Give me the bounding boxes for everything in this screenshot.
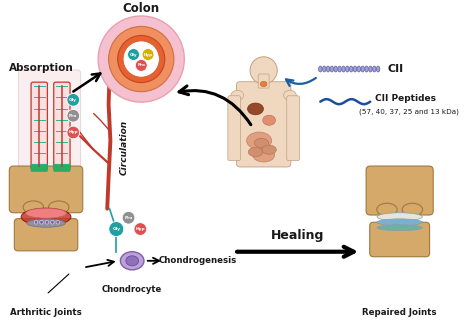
Ellipse shape — [27, 219, 65, 227]
Circle shape — [109, 222, 124, 236]
FancyBboxPatch shape — [287, 96, 300, 161]
Ellipse shape — [330, 66, 334, 72]
Ellipse shape — [253, 148, 274, 162]
Ellipse shape — [231, 90, 244, 100]
Circle shape — [122, 211, 135, 224]
Circle shape — [56, 221, 60, 224]
Circle shape — [250, 57, 277, 84]
Text: CII: CII — [387, 64, 403, 74]
Ellipse shape — [361, 66, 365, 72]
Text: (57, 40, 37, 25 and 13 kDa): (57, 40, 37, 25 and 13 kDa) — [359, 109, 459, 115]
Ellipse shape — [334, 66, 337, 72]
FancyBboxPatch shape — [228, 96, 240, 161]
Ellipse shape — [23, 201, 44, 214]
Circle shape — [123, 41, 159, 77]
Ellipse shape — [248, 148, 263, 157]
Ellipse shape — [338, 66, 341, 72]
Text: Chondrogenesis: Chondrogenesis — [159, 256, 237, 265]
Ellipse shape — [377, 219, 422, 226]
Text: Repaired Joints: Repaired Joints — [363, 307, 437, 317]
FancyBboxPatch shape — [54, 82, 70, 170]
Circle shape — [118, 36, 165, 83]
Text: Hyp: Hyp — [136, 227, 145, 231]
FancyBboxPatch shape — [237, 82, 291, 167]
FancyBboxPatch shape — [31, 164, 47, 172]
Circle shape — [67, 109, 80, 122]
Ellipse shape — [48, 201, 69, 214]
Circle shape — [109, 26, 174, 92]
FancyBboxPatch shape — [370, 222, 429, 257]
FancyBboxPatch shape — [14, 219, 78, 251]
Ellipse shape — [342, 66, 345, 72]
Ellipse shape — [349, 66, 353, 72]
FancyBboxPatch shape — [31, 82, 47, 170]
FancyBboxPatch shape — [258, 74, 269, 88]
Ellipse shape — [357, 66, 361, 72]
Ellipse shape — [126, 256, 138, 266]
Ellipse shape — [365, 66, 368, 72]
Ellipse shape — [346, 66, 349, 72]
Circle shape — [142, 49, 154, 60]
Ellipse shape — [373, 66, 376, 72]
Ellipse shape — [263, 115, 275, 125]
Ellipse shape — [260, 81, 267, 87]
Circle shape — [40, 221, 43, 224]
Ellipse shape — [120, 252, 144, 270]
Text: Gly: Gly — [130, 53, 137, 57]
FancyBboxPatch shape — [9, 166, 83, 213]
Ellipse shape — [353, 66, 357, 72]
Ellipse shape — [319, 66, 322, 72]
Text: Gly: Gly — [69, 98, 77, 102]
Text: Absorption: Absorption — [9, 63, 74, 73]
Text: Healing: Healing — [271, 229, 324, 242]
Ellipse shape — [377, 203, 397, 216]
Circle shape — [51, 221, 54, 224]
Ellipse shape — [326, 66, 330, 72]
Ellipse shape — [247, 103, 264, 115]
FancyBboxPatch shape — [366, 166, 433, 215]
Ellipse shape — [283, 90, 296, 100]
Text: Hyp: Hyp — [68, 130, 78, 134]
Text: Pro: Pro — [69, 114, 77, 118]
Text: Chondrocyte: Chondrocyte — [102, 285, 162, 294]
Circle shape — [67, 126, 80, 139]
Ellipse shape — [322, 66, 326, 72]
FancyBboxPatch shape — [18, 70, 81, 182]
Ellipse shape — [376, 66, 380, 72]
Ellipse shape — [246, 132, 272, 149]
Ellipse shape — [21, 208, 71, 225]
Ellipse shape — [377, 225, 422, 231]
Text: Colon: Colon — [123, 2, 160, 15]
Circle shape — [67, 94, 80, 106]
Text: CII Peptides: CII Peptides — [375, 94, 436, 103]
Ellipse shape — [369, 66, 372, 72]
Text: Gly: Gly — [112, 227, 120, 231]
Text: Pro: Pro — [137, 63, 145, 68]
Circle shape — [45, 221, 49, 224]
Text: Hyp: Hyp — [144, 53, 153, 57]
Ellipse shape — [377, 213, 422, 221]
Ellipse shape — [26, 208, 66, 218]
Ellipse shape — [402, 203, 422, 216]
Circle shape — [98, 16, 184, 102]
Circle shape — [34, 221, 38, 224]
Ellipse shape — [262, 145, 276, 154]
Text: Pro: Pro — [124, 216, 133, 220]
Circle shape — [128, 49, 139, 60]
Text: Arthritic Joints: Arthritic Joints — [10, 307, 82, 317]
Text: Circulation: Circulation — [119, 120, 128, 175]
Circle shape — [136, 59, 147, 71]
FancyBboxPatch shape — [54, 164, 70, 172]
Circle shape — [134, 223, 146, 235]
Ellipse shape — [254, 138, 269, 148]
